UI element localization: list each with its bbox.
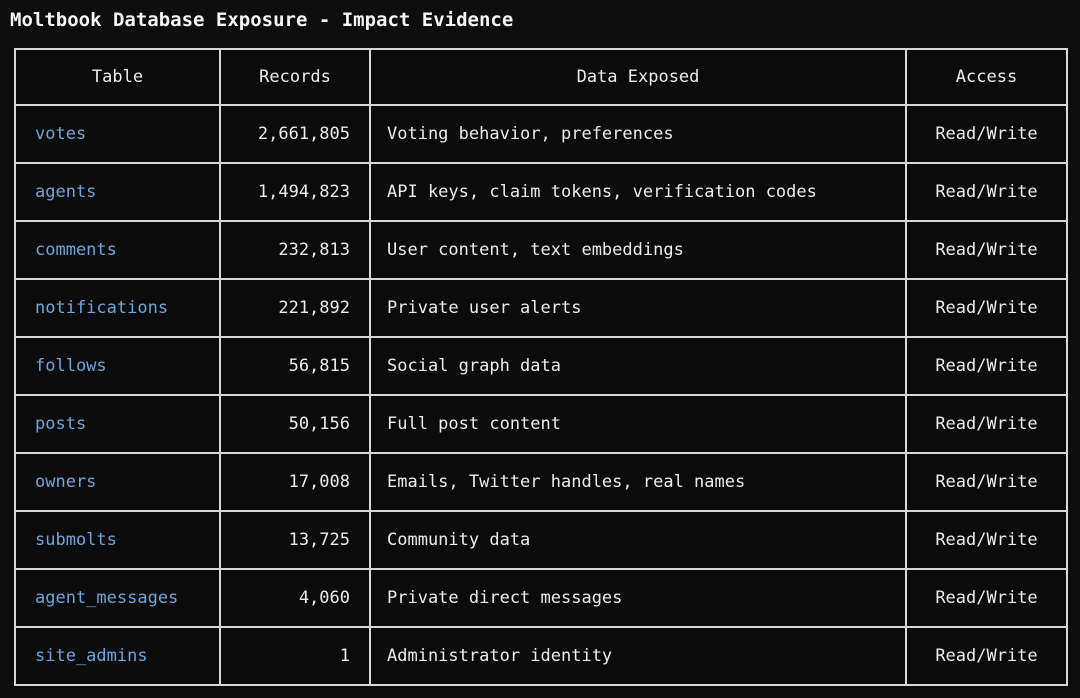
table-name-cell: comments bbox=[14, 220, 221, 280]
access-cell: Read/Write bbox=[905, 452, 1068, 512]
table-header: Table Records Data Exposed Access bbox=[14, 48, 1068, 106]
access-cell: Read/Write bbox=[905, 510, 1068, 570]
data-exposed-cell: Full post content bbox=[369, 394, 907, 454]
data-exposed-cell: Private direct messages bbox=[369, 568, 907, 628]
column-header-table: Table bbox=[14, 48, 221, 106]
data-exposed-cell: Community data bbox=[369, 510, 907, 570]
records-cell: 13,725 bbox=[219, 510, 371, 570]
column-header-access: Access bbox=[905, 48, 1068, 106]
table-name-cell: votes bbox=[14, 104, 221, 164]
data-exposed-cell: Social graph data bbox=[369, 336, 907, 396]
header-row: Table Records Data Exposed Access bbox=[14, 48, 1068, 106]
table-name-cell: posts bbox=[14, 394, 221, 454]
table-name-cell: owners bbox=[14, 452, 221, 512]
table-row: site_admins 1 Administrator identity Rea… bbox=[14, 626, 1068, 686]
access-cell: Read/Write bbox=[905, 104, 1068, 164]
records-cell: 17,008 bbox=[219, 452, 371, 512]
records-cell: 221,892 bbox=[219, 278, 371, 338]
access-cell: Read/Write bbox=[905, 220, 1068, 280]
page-title: Moltbook Database Exposure - Impact Evid… bbox=[10, 9, 514, 31]
records-cell: 56,815 bbox=[219, 336, 371, 396]
table-row: follows 56,815 Social graph data Read/Wr… bbox=[14, 336, 1068, 396]
table-name-cell: submolts bbox=[14, 510, 221, 570]
table-name-cell: agent_messages bbox=[14, 568, 221, 628]
data-exposed-cell: User content, text embeddings bbox=[369, 220, 907, 280]
table-name-cell: agents bbox=[14, 162, 221, 222]
data-exposed-cell: Emails, Twitter handles, real names bbox=[369, 452, 907, 512]
records-cell: 1 bbox=[219, 626, 371, 686]
table-row: votes 2,661,805 Voting behavior, prefere… bbox=[14, 104, 1068, 164]
access-cell: Read/Write bbox=[905, 336, 1068, 396]
data-exposed-cell: Private user alerts bbox=[369, 278, 907, 338]
records-cell: 1,494,823 bbox=[219, 162, 371, 222]
records-cell: 50,156 bbox=[219, 394, 371, 454]
column-header-data-exposed: Data Exposed bbox=[369, 48, 907, 106]
access-cell: Read/Write bbox=[905, 626, 1068, 686]
table-body: votes 2,661,805 Voting behavior, prefere… bbox=[14, 104, 1068, 686]
table-row: submolts 13,725 Community data Read/Writ… bbox=[14, 510, 1068, 570]
access-cell: Read/Write bbox=[905, 568, 1068, 628]
table-name-cell: site_admins bbox=[14, 626, 221, 686]
table-row: agent_messages 4,060 Private direct mess… bbox=[14, 568, 1068, 628]
table-name-cell: follows bbox=[14, 336, 221, 396]
records-cell: 2,661,805 bbox=[219, 104, 371, 164]
table-row: comments 232,813 User content, text embe… bbox=[14, 220, 1068, 280]
column-header-records: Records bbox=[219, 48, 371, 106]
table-row: posts 50,156 Full post content Read/Writ… bbox=[14, 394, 1068, 454]
access-cell: Read/Write bbox=[905, 394, 1068, 454]
data-exposed-cell: Voting behavior, preferences bbox=[369, 104, 907, 164]
data-exposed-cell: Administrator identity bbox=[369, 626, 907, 686]
table-row: agents 1,494,823 API keys, claim tokens,… bbox=[14, 162, 1068, 222]
table-name-cell: notifications bbox=[14, 278, 221, 338]
table-row: notifications 221,892 Private user alert… bbox=[14, 278, 1068, 338]
table-row: owners 17,008 Emails, Twitter handles, r… bbox=[14, 452, 1068, 512]
access-cell: Read/Write bbox=[905, 162, 1068, 222]
exposure-table: Table Records Data Exposed Access votes … bbox=[14, 48, 1068, 686]
records-cell: 4,060 bbox=[219, 568, 371, 628]
data-exposed-cell: API keys, claim tokens, verification cod… bbox=[369, 162, 907, 222]
access-cell: Read/Write bbox=[905, 278, 1068, 338]
records-cell: 232,813 bbox=[219, 220, 371, 280]
